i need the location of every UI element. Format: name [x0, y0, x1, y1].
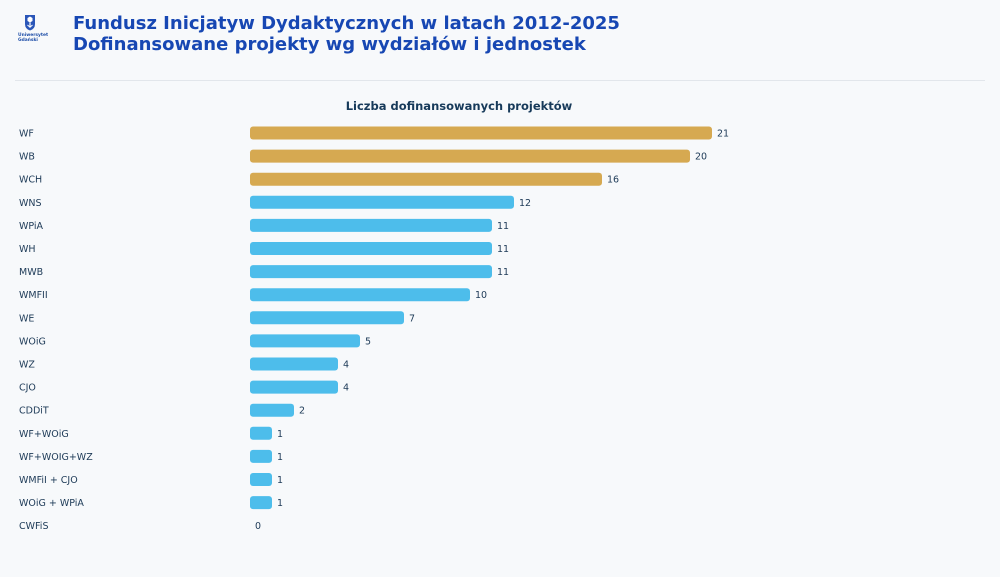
bar	[250, 449, 272, 463]
category-label: WMFiI + CJO	[19, 475, 78, 486]
value-label: 1	[277, 429, 283, 440]
bar	[250, 334, 360, 348]
value-label: 1	[277, 452, 283, 463]
bar	[250, 195, 514, 209]
chart-title: Liczba dofinansowanych projektów	[345, 99, 573, 113]
value-label: 1	[277, 475, 283, 486]
value-label: 7	[409, 313, 415, 324]
value-label: 4	[343, 383, 349, 394]
category-label: CDDiT	[19, 406, 49, 417]
value-label: 1	[277, 498, 283, 509]
title-line-2: Dofinansowane projekty wg wydziałów i je…	[73, 34, 586, 55]
header-divider	[15, 80, 985, 81]
category-label: WMFII	[19, 290, 48, 301]
category-label: WZ	[19, 360, 35, 371]
category-label: WF+WOIG+WZ	[19, 452, 93, 463]
category-label: WOiG	[19, 336, 46, 347]
category-label: WE	[19, 313, 34, 324]
university-crest-icon	[25, 15, 35, 31]
value-label: 11	[497, 221, 509, 232]
bar	[250, 357, 338, 371]
page-title: Fundusz Inicjatyw Dydaktycznych w latach…	[73, 13, 620, 55]
category-label: WH	[19, 244, 36, 255]
bar	[250, 403, 294, 417]
category-label: MWB	[19, 267, 43, 278]
bar	[250, 126, 712, 140]
value-label: 12	[519, 198, 531, 209]
bar	[250, 311, 404, 325]
value-label: 21	[717, 129, 729, 140]
value-label: 11	[497, 244, 509, 255]
value-label: 16	[607, 175, 619, 186]
bar	[250, 473, 272, 486]
value-label: 5	[365, 336, 371, 347]
university-logo: Uniwersytet Gdański	[18, 14, 56, 50]
category-label: CJO	[19, 383, 36, 394]
bar	[250, 288, 470, 302]
bar	[250, 218, 492, 232]
category-label: WPiA	[19, 221, 44, 232]
category-label: WB	[19, 152, 35, 163]
category-label: WCH	[19, 175, 42, 186]
value-label: 4	[343, 360, 349, 371]
category-label: WF	[19, 129, 34, 140]
bar	[250, 496, 272, 510]
category-label: WNS	[19, 198, 42, 209]
bar	[250, 380, 338, 394]
value-label: 20	[695, 152, 707, 163]
bar	[250, 426, 272, 440]
value-label: 11	[497, 267, 509, 278]
bar	[250, 149, 690, 163]
category-label: WF+WOiG	[19, 429, 69, 440]
logo-text: Uniwersytet Gdański	[18, 33, 49, 43]
value-label: 10	[475, 290, 487, 301]
value-label: 2	[299, 406, 305, 417]
bar	[250, 265, 492, 279]
category-label: CWFiS	[19, 521, 48, 532]
header: Uniwersytet Gdański Fundusz Inicjatyw Dy…	[0, 0, 1000, 82]
value-label: 0	[255, 521, 261, 532]
category-label: WOiG + WPiA	[19, 498, 84, 509]
title-line-1: Fundusz Inicjatyw Dydaktycznych w latach…	[73, 13, 620, 34]
bar	[250, 242, 492, 255]
bar	[250, 172, 602, 186]
